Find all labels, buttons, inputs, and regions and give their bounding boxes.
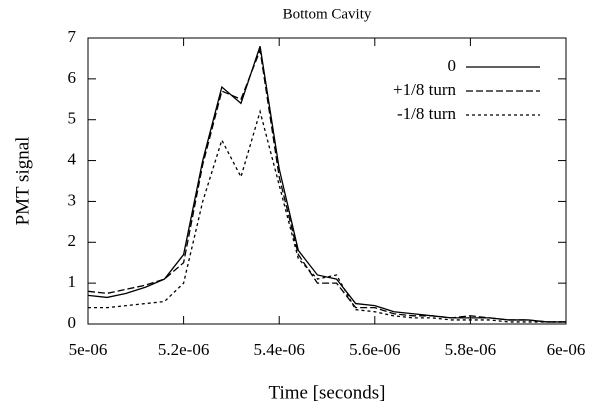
y-axis-label: PMT signal [12,137,33,226]
x-tick-label: 5.6e-06 [349,340,400,359]
x-axis-label: Time [seconds] [269,382,386,403]
x-tick-label: 5.4e-06 [253,340,304,359]
y-tick-label: 5 [68,109,77,128]
series-line [87,45,566,323]
y-tick-label: 6 [68,68,77,87]
y-tick-label: 0 [68,313,77,332]
x-tick-label: 6e-06 [547,340,586,359]
series-line [88,109,566,323]
x-tick-label: 5.8e-06 [445,340,496,359]
y-tick-label: 3 [68,190,77,209]
chart-title: Bottom Cavity [283,6,372,22]
legend-label: -1/8 turn [397,104,457,123]
y-tick-label: 2 [68,231,77,250]
plot-frame [87,37,567,325]
series-line [87,47,566,323]
y-tick-label: 4 [68,149,77,168]
y-tick-label: 7 [68,27,77,46]
y-tick-label: 1 [68,272,77,291]
legend-label: +1/8 turn [393,80,456,99]
legend-label: 0 [448,56,457,75]
x-tick-label: 5e-06 [69,340,108,359]
x-tick-label: 5.2e-06 [158,340,209,359]
